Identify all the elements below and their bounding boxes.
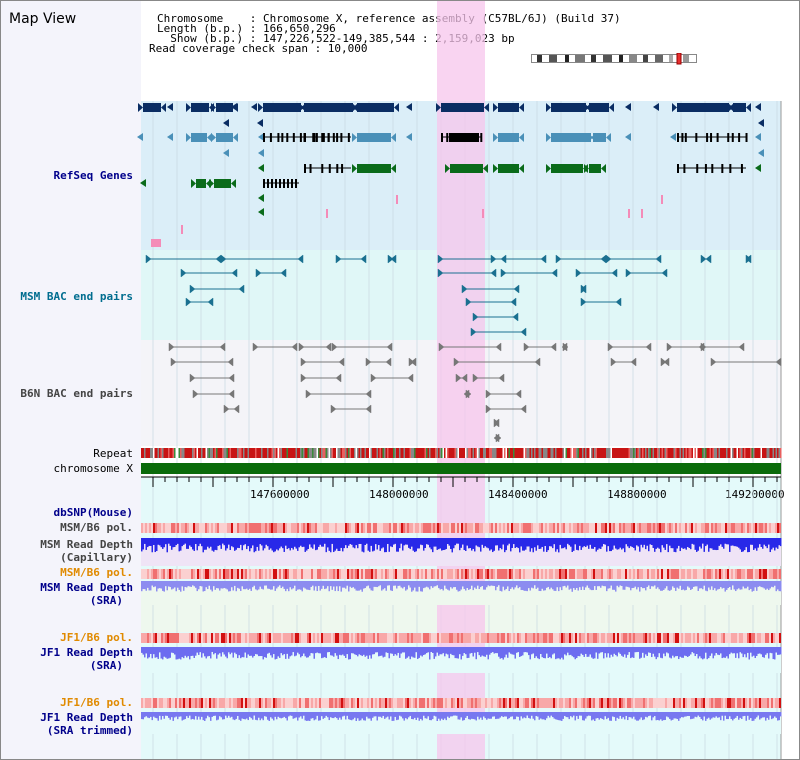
msm-bac-end-pairs-track <box>145 254 752 337</box>
label-refseq-genes[interactable]: RefSeq Genes <box>53 169 133 182</box>
label-msm-depth-sra[interactable]: MSM Read Depth <box>40 581 133 594</box>
b6n-bac-end-pairs-track <box>168 342 782 443</box>
axis-tick-label: 148000000 <box>369 488 429 501</box>
axis-tick-label: 147600000 <box>250 488 310 501</box>
chromosome-bar <box>141 463 781 474</box>
axis-tick-label: 148800000 <box>607 488 667 501</box>
app-title: Map View <box>9 11 77 27</box>
repeat-track <box>141 448 782 458</box>
axis-tick-label: 149200000 <box>725 488 785 501</box>
label-repeat: Repeat <box>93 447 133 460</box>
refseq-genes-track <box>137 103 764 247</box>
read-depth-tracks <box>141 538 782 734</box>
track-label-column <box>1 1 141 759</box>
label-jf1-b6-pol-2[interactable]: JF1/B6 pol. <box>60 696 133 709</box>
selection-highlight <box>437 1 485 759</box>
info-coverage-span: Read coverage check span : 10,000 <box>149 42 368 55</box>
label-chromosome: chromosome X <box>53 462 133 475</box>
label-b6n-bac[interactable]: B6N BAC end pairs <box>20 387 133 400</box>
label-jf1-depth-trimmed-sub: (SRA trimmed) <box>46 724 133 737</box>
label-msm-depth-sra-sub: (SRA) <box>89 594 123 607</box>
coordinate-axis <box>141 476 781 487</box>
info-length: Length (b.p.) : 166,650,296 <box>157 22 336 35</box>
label-dbsnp[interactable]: dbSNP(Mouse) <box>53 506 133 519</box>
polymorphism-tracks <box>141 523 781 708</box>
label-jf1-b6-pol-1[interactable]: JF1/B6 pol. <box>60 631 133 644</box>
label-msm-depth-capillary[interactable]: MSM Read Depth <box>40 538 133 551</box>
axis-tick-label: 148400000 <box>488 488 548 501</box>
label-msm-b6-pol-2[interactable]: MSM/B6 pol. <box>60 566 133 579</box>
label-msm-bac[interactable]: MSM BAC end pairs <box>20 290 133 303</box>
label-msm-depth-capillary-sub: (Capillary) <box>60 551 133 564</box>
label-msm-b6-pol-1[interactable]: MSM/B6 pol. <box>60 521 133 534</box>
label-jf1-depth-trimmed[interactable]: JF1 Read Depth <box>40 711 133 724</box>
chromosome-ideogram[interactable] <box>531 53 701 65</box>
label-jf1-depth-sra-sub: (SRA) <box>89 659 123 672</box>
label-jf1-depth-sra[interactable]: JF1 Read Depth <box>40 646 133 659</box>
